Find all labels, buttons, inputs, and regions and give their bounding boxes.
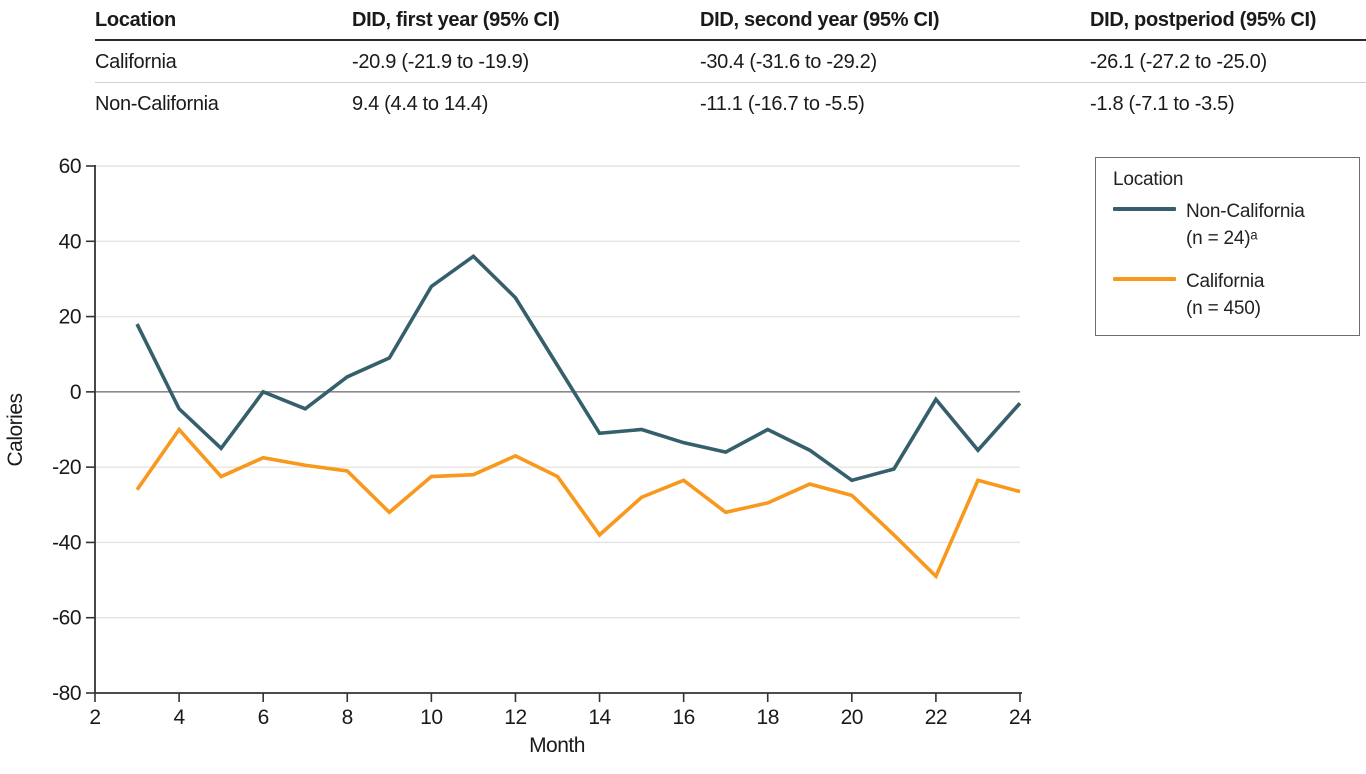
legend-label-line: Non-California — [1186, 201, 1305, 222]
x-tick-label: 12 — [504, 706, 526, 729]
y-tick-label: 60 — [59, 155, 81, 178]
x-tick-label: 6 — [258, 706, 269, 729]
table-cell-california-second-year: -30.4 (-31.6 to -29.2) — [700, 41, 1090, 83]
legend-entry-california: California (n = 450) — [1113, 268, 1359, 322]
y-tick-label: 20 — [59, 306, 81, 329]
legend-label-california: California (n = 450) — [1186, 268, 1264, 322]
table-cell-noncalifornia-location: Non-California — [95, 93, 219, 115]
legend-title: Location — [1113, 169, 1184, 190]
x-tick-label: 14 — [588, 706, 611, 729]
table-cell-california-postperiod: -26.1 (-27.2 to -25.0) — [1090, 41, 1366, 83]
x-tick-label: 2 — [89, 706, 100, 729]
table-cell-california-first-year: -20.9 (-21.9 to -19.9) — [352, 41, 700, 83]
did-summary-table: Location DID, first year (95% CI) DID, s… — [95, 0, 1366, 124]
x-tick-label: 4 — [173, 706, 185, 729]
legend-label-line: (n = 450) — [1186, 298, 1261, 319]
table-cell-noncalifornia-second-year: -11.1 (-16.7 to -5.5) — [700, 93, 865, 115]
y-axis-title: Calories — [4, 393, 27, 466]
y-tick-label: -40 — [52, 531, 81, 554]
legend-entry-non-california: Non-California (n = 24)ᵃ — [1113, 198, 1359, 252]
table-cell-california-location: California — [95, 41, 352, 83]
y-tick-label: -20 — [52, 456, 81, 479]
legend-label-non-california: Non-California (n = 24)ᵃ — [1186, 198, 1305, 252]
column-header-second-year: DID, second year (95% CI) — [700, 0, 1090, 41]
x-tick-label: 24 — [1009, 706, 1032, 729]
x-axis-title: Month — [529, 734, 585, 757]
column-header-postperiod: DID, postperiod (95% CI) — [1090, 0, 1366, 41]
x-tick-label: 16 — [672, 706, 694, 729]
y-tick-label: 40 — [59, 230, 81, 253]
california-line — [135, 426, 1021, 580]
x-tick-label: 20 — [841, 706, 863, 729]
california-line-swatch — [1113, 277, 1176, 281]
x-tick-label: 22 — [925, 706, 947, 729]
y-tick-label: 0 — [70, 381, 81, 404]
x-tick-label: 18 — [757, 706, 779, 729]
y-tick-label: -80 — [52, 682, 81, 705]
table-cell-noncalifornia-first-year: 9.4 (4.4 to 14.4) — [352, 93, 489, 115]
non-california-line-swatch — [1113, 207, 1176, 211]
legend-label-line: California — [1186, 271, 1265, 292]
legend-label-line: (n = 24)ᵃ — [1186, 228, 1258, 249]
column-header-location: Location — [95, 0, 352, 41]
non-california-line — [135, 253, 1022, 483]
y-tick-label: -60 — [52, 607, 81, 630]
chart-legend: Location Non-California (n = 24)ᵃ Califo… — [1095, 157, 1360, 336]
x-tick-label: 8 — [342, 706, 353, 729]
x-tick-label: 10 — [420, 706, 442, 729]
table-cell-noncalifornia-postperiod: -1.8 (-7.1 to -3.5) — [1090, 93, 1235, 115]
column-header-first-year: DID, first year (95% CI) — [352, 0, 700, 41]
